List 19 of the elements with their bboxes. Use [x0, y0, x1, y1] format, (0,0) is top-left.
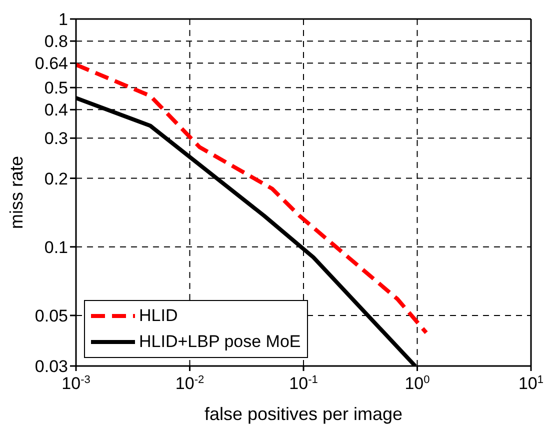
x-tick-label: 10$^{1}$	[518, 374, 544, 393]
y-axis-title: miss rate	[6, 156, 26, 230]
y-tick-label: 0.2	[44, 169, 68, 188]
legend-label: HLID+LBP pose MoE	[139, 332, 301, 352]
x-tick-label: 10$^{-1}$	[289, 374, 318, 393]
legend-label: HLID	[139, 306, 178, 326]
x-tick-label: 10$^{-3}$	[62, 374, 90, 393]
x-axis-title: false positives per image	[204, 404, 403, 424]
y-tick-label: 0.64	[34, 54, 68, 74]
y-tick-label: 0.3	[44, 129, 68, 148]
y-tick-label: 0.5	[44, 78, 68, 98]
y-tick-label: 0.05	[34, 306, 68, 326]
x-tick-label: 10$^{0}$	[404, 374, 430, 393]
x-tick-label: 10$^{-2}$	[175, 374, 204, 393]
y-tick-label: 0.4	[44, 100, 68, 120]
y-tick-label: 0.8	[44, 32, 68, 52]
y-tick-label: 1	[58, 10, 68, 29]
y-tick-label: 0.03	[34, 357, 68, 376]
y-tick-label: 0.1	[44, 238, 68, 257]
